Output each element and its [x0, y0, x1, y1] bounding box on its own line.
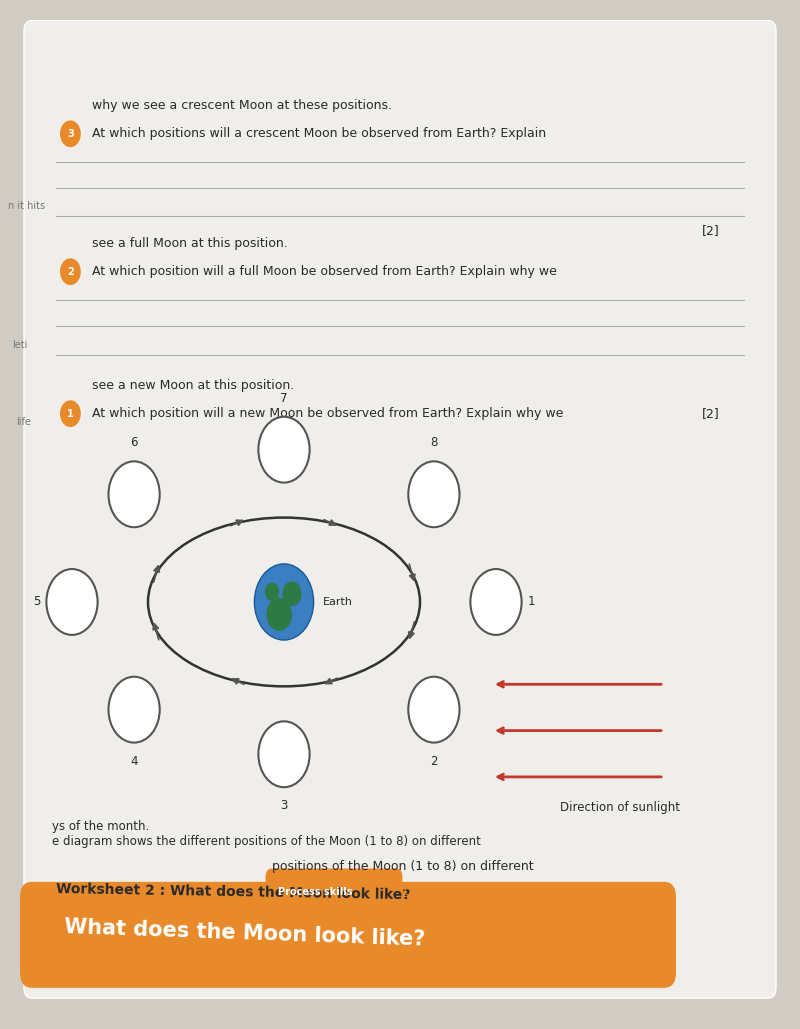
Text: Worksheet 2 : What does the Moon look like?: Worksheet 2 : What does the Moon look li…: [56, 882, 410, 902]
FancyBboxPatch shape: [20, 882, 676, 988]
Text: see a new Moon at this position.: see a new Moon at this position.: [92, 380, 294, 392]
Circle shape: [60, 400, 81, 427]
Circle shape: [408, 677, 459, 743]
Circle shape: [266, 598, 292, 631]
Text: [2]: [2]: [702, 224, 720, 237]
Text: 1: 1: [67, 409, 74, 419]
Text: 2: 2: [67, 267, 74, 277]
Text: At which position will a full Moon be observed from Earth? Explain why we: At which position will a full Moon be ob…: [92, 265, 557, 278]
Circle shape: [258, 417, 310, 483]
Circle shape: [258, 721, 310, 787]
Text: 6: 6: [130, 436, 138, 450]
Circle shape: [282, 581, 302, 606]
Text: 8: 8: [430, 436, 438, 450]
Circle shape: [60, 120, 81, 147]
Circle shape: [254, 564, 314, 640]
Circle shape: [109, 461, 160, 527]
Text: 5: 5: [33, 596, 41, 608]
Text: why we see a crescent Moon at these positions.: why we see a crescent Moon at these posi…: [92, 100, 392, 112]
Text: At which positions will a crescent Moon be observed from Earth? Explain: At which positions will a crescent Moon …: [92, 128, 546, 140]
Text: positions of the Moon (1 to 8) on different: positions of the Moon (1 to 8) on differ…: [272, 860, 534, 873]
Text: 3: 3: [67, 129, 74, 139]
Text: 4: 4: [130, 754, 138, 768]
Circle shape: [60, 258, 81, 285]
Text: Process skills: Process skills: [278, 887, 353, 897]
Text: Earth: Earth: [322, 597, 352, 607]
Circle shape: [470, 569, 522, 635]
Text: ys of the month.: ys of the month.: [52, 820, 150, 832]
Text: What does the Moon look like?: What does the Moon look like?: [64, 917, 426, 950]
Text: n it hits: n it hits: [8, 201, 45, 211]
Text: e diagram shows the different positions of the Moon (1 to 8) on different: e diagram shows the different positions …: [52, 836, 481, 848]
Circle shape: [265, 582, 279, 601]
Text: 2: 2: [430, 754, 438, 768]
Text: see a full Moon at this position.: see a full Moon at this position.: [92, 238, 288, 250]
Text: life: life: [16, 417, 31, 427]
Circle shape: [109, 677, 160, 743]
Circle shape: [46, 569, 98, 635]
FancyBboxPatch shape: [24, 21, 776, 998]
Text: Observing, Inferring, Analysing: Observing, Inferring, Analysing: [404, 887, 577, 897]
Circle shape: [408, 461, 459, 527]
Text: leti: leti: [12, 340, 27, 350]
FancyBboxPatch shape: [266, 868, 402, 916]
Text: Direction of sunlight: Direction of sunlight: [560, 802, 680, 814]
Text: At which position will a new Moon be observed from Earth? Explain why we: At which position will a new Moon be obs…: [92, 407, 563, 420]
Text: 7: 7: [280, 392, 288, 404]
Text: 1: 1: [527, 596, 535, 608]
Text: 3: 3: [280, 800, 288, 812]
Text: [2]: [2]: [702, 407, 720, 420]
